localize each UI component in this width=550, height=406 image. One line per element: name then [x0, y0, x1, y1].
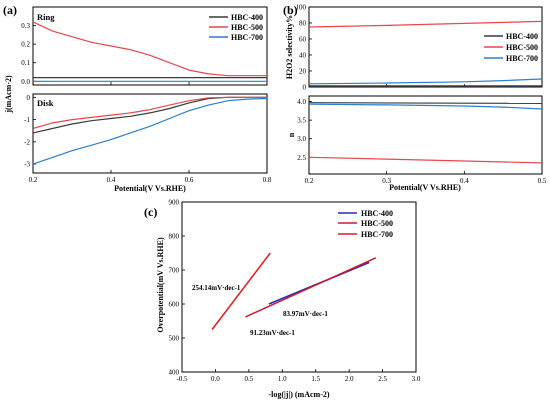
- c-ytick-label-5: 900: [169, 199, 180, 207]
- a-disk-xtick-label-3: 0.8: [263, 176, 272, 184]
- a-disk-xtick-label-2: 0.6: [185, 176, 194, 184]
- b-bottom-ytick-label-0: 2.5: [297, 154, 306, 162]
- b-bottom-series-hbc-700: [308, 103, 543, 110]
- b-bottom-xtick-label-2: 0.4: [460, 177, 469, 185]
- c-xtick-label-0: -0.5: [176, 375, 188, 383]
- c-frame: [181, 201, 417, 373]
- a-xlabel: Potential(V Vs.RHE): [114, 184, 186, 193]
- c-legend: HBC-400 HBC-500 HBC-700: [338, 209, 393, 239]
- c-legend-label-3: HBC-700: [361, 230, 393, 239]
- a-ring-ytick-label-3: 0.3: [21, 22, 30, 30]
- b-top-ytick-label-5: 100: [296, 4, 307, 12]
- b-top-ytick-label-4: 80: [299, 20, 307, 28]
- b-top-ytick-label-0: 0: [303, 84, 307, 92]
- ring-frame: [32, 6, 268, 86]
- a-disk-ytick-label-3: -3: [24, 161, 30, 169]
- a-ring-ytick-label-1: 0.1: [21, 59, 30, 67]
- a-legend-label-3: HBC-700: [231, 33, 263, 42]
- b-xlabel: Potential(V Vs.RHE): [389, 183, 461, 192]
- c-ylabel: Overpotential(mV Vs.RHE): [156, 237, 165, 333]
- b-bottom-ytick-label-2: 3.5: [297, 117, 306, 125]
- c-plot: 400 500 600 700 800 900 -0.5 0.0 0.5 1.0 1.5 2.0 2.5…: [169, 199, 421, 384]
- c-ytick-label-1: 500: [169, 335, 180, 343]
- a-disk-xtick-label-0: 0.2: [29, 176, 38, 184]
- b-legend: HBC-400 HBC-500 HBC-700: [484, 32, 538, 63]
- c-series-hbc-700: [211, 252, 271, 330]
- a-disk-xtick-label-1: 0.4: [107, 176, 116, 184]
- chart-marks: 0.0 0.1 0.2 0.3 0 -1 -2 -3 0.2 0.4 0.6 0.8 0 20 40 60 80…: [21, 4, 547, 384]
- a-disk-series-hbc-700: [32, 97, 268, 165]
- panel-a: Ring Disk j(mAcm-2) Potential(V Vs.RHE) …: [4, 6, 268, 193]
- panel-a-label: (a): [3, 3, 17, 17]
- a-disk-plot: 0 -1 -2 -3 0.2 0.4 0.6 0.8: [24, 94, 272, 184]
- c-legend-label-1: HBC-400: [361, 209, 393, 218]
- disk-label: Disk: [37, 98, 54, 108]
- a-disk-series-hbc-500: [32, 96, 267, 130]
- b-legend-label-3: HBC-700: [506, 54, 538, 63]
- c-annotation-700: 254.14mV·dec-1: [192, 284, 241, 292]
- b-top-series-hbc-500: [308, 20, 543, 28]
- c-xtick-label-4: 1.5: [311, 375, 320, 383]
- c-ytick-label-2: 600: [169, 301, 180, 309]
- b-bottom-xtick-label-1: 0.3: [382, 177, 391, 185]
- b-top-ytick-label-1: 20: [299, 68, 307, 76]
- c-xtick-label-1: 0.0: [211, 375, 220, 383]
- a-legend-label-1: HBC-400: [231, 13, 263, 22]
- ring-label: Ring: [37, 12, 55, 22]
- a-legend-label-2: HBC-500: [231, 23, 263, 32]
- a-disk-series-hbc-400: [32, 96, 267, 134]
- a-ylabel: j(mAcm-2): [4, 75, 13, 114]
- b-bottom-xtick-label-3: 0.5: [538, 177, 547, 185]
- b-ylabel-bottom: n: [287, 132, 296, 137]
- a-ring-series-hbc-500: [32, 21, 267, 77]
- panel-b: H2O2 selectivity% n Potential(V Vs.RHE) …: [285, 6, 543, 192]
- c-annotation-400: 83.97mV·dec-1: [283, 310, 328, 318]
- c-ytick-label-0: 400: [169, 369, 180, 377]
- a-disk-ytick-label-2: -2: [24, 138, 30, 146]
- b-top-ytick-label-3: 60: [299, 36, 307, 44]
- b-top-plot: 0 20 40 60 80 100: [296, 4, 543, 92]
- c-xtick-label-3: 1.0: [278, 375, 287, 383]
- b-top-series-hbc-700: [308, 78, 543, 85]
- b-bottom-ytick-label-3: 4.0: [297, 98, 306, 106]
- c-ytick-label-3: 700: [169, 267, 180, 275]
- b-bottom-ytick-label-1: 3.0: [297, 135, 306, 143]
- c-xlabel: -log(|j|) (mAcm-2): [268, 390, 329, 399]
- c-ytick-label-4: 800: [169, 233, 180, 241]
- b-bottom-series-hbc-400: [308, 102, 543, 104]
- n-frame: [308, 95, 543, 175]
- b-bottom-plot: 2.5 3.0 3.5 4.0 0.2 0.3 0.4 0.5: [297, 98, 547, 185]
- a-legend: HBC-400 HBC-500 HBC-700: [209, 13, 263, 42]
- selectivity-frame: [308, 6, 543, 88]
- a-disk-ytick-label-0: 0: [27, 94, 31, 102]
- c-xtick-label-7: 3.0: [412, 375, 421, 383]
- b-ylabel-top: H2O2 selectivity%: [285, 15, 294, 79]
- panel-c-label: (c): [144, 205, 157, 219]
- b-legend-label-2: HBC-500: [506, 43, 538, 52]
- b-bottom-series-hbc-500: [308, 156, 543, 164]
- a-ring-plot: 0.0 0.1 0.2 0.3: [21, 21, 268, 86]
- panel-c: Overpotential(mV Vs.RHE) -log(|j|) (mAcm…: [156, 201, 417, 399]
- disk-frame: [32, 93, 268, 174]
- c-series-hbc-500: [245, 257, 377, 318]
- b-top-ytick-label-2: 40: [299, 52, 307, 60]
- a-ring-ytick-label-2: 0.2: [21, 41, 30, 49]
- c-legend-label-2: HBC-500: [361, 219, 393, 228]
- b-legend-label-1: HBC-400: [506, 32, 538, 41]
- c-xtick-label-2: 0.5: [244, 375, 253, 383]
- a-ring-ytick-label-0: 0.0: [21, 78, 30, 86]
- c-annotation-500: 91.23mV·dec-1: [250, 329, 295, 337]
- panel-b-label: (b): [283, 3, 298, 17]
- a-disk-ytick-label-1: -1: [24, 116, 30, 124]
- c-xtick-label-6: 2.5: [378, 375, 387, 383]
- c-xtick-label-5: 2.0: [345, 375, 354, 383]
- b-bottom-xtick-label-0: 0.2: [305, 177, 314, 185]
